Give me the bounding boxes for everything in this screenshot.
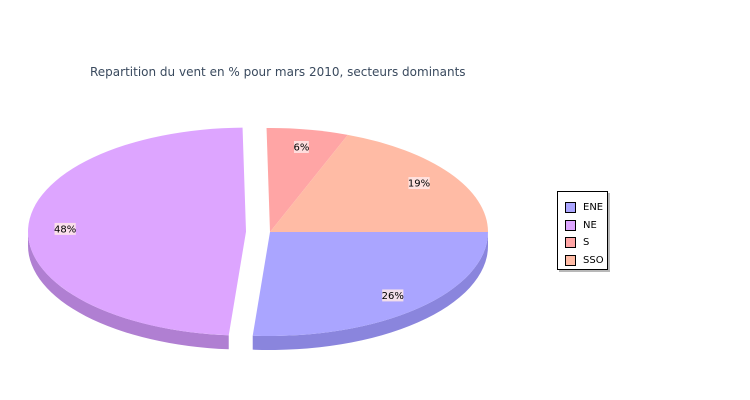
- legend-label-sso: SSO: [583, 254, 604, 266]
- legend-label-s: S: [583, 237, 590, 249]
- legend-label-ne: NE: [583, 219, 597, 231]
- pie-side-ene: [252, 232, 488, 350]
- legend-swatch-ne: [565, 219, 576, 231]
- legend-label-ene: ENE: [583, 202, 604, 214]
- slice-label-bg-ne: [54, 222, 76, 235]
- legend-swatch-s: [565, 237, 576, 249]
- legend-item-sso: SSO: [565, 252, 607, 270]
- pie-slice-sso: [270, 134, 488, 232]
- pie-slice-s: [266, 127, 348, 232]
- legend: ENE NE S SSO: [557, 191, 608, 270]
- legend-swatch-sso: [565, 254, 576, 266]
- legend-item-ne: NE: [565, 217, 607, 235]
- slice-label-ene: 26%: [382, 291, 404, 302]
- pie-group: 26% 48% 6% 19%: [28, 127, 488, 350]
- legend-item-ene: ENE: [565, 199, 607, 217]
- slice-label-sso: 19%: [408, 179, 430, 190]
- slice-label-bg-sso: [408, 177, 430, 190]
- slice-label-bg-s: [294, 140, 309, 153]
- chart-title: Repartition du vent en % pour mars 2010,…: [90, 65, 466, 79]
- pie-slice-ene: [252, 232, 488, 336]
- legend-item-s: S: [565, 234, 607, 252]
- pie-side-ne: [28, 231, 229, 350]
- slice-label-bg-ene: [382, 289, 404, 302]
- legend-swatch-ene: [565, 202, 576, 214]
- pie-slice-ne: [28, 127, 247, 336]
- slice-label-ne: 48%: [54, 224, 76, 235]
- slice-label-s: 6%: [293, 142, 309, 153]
